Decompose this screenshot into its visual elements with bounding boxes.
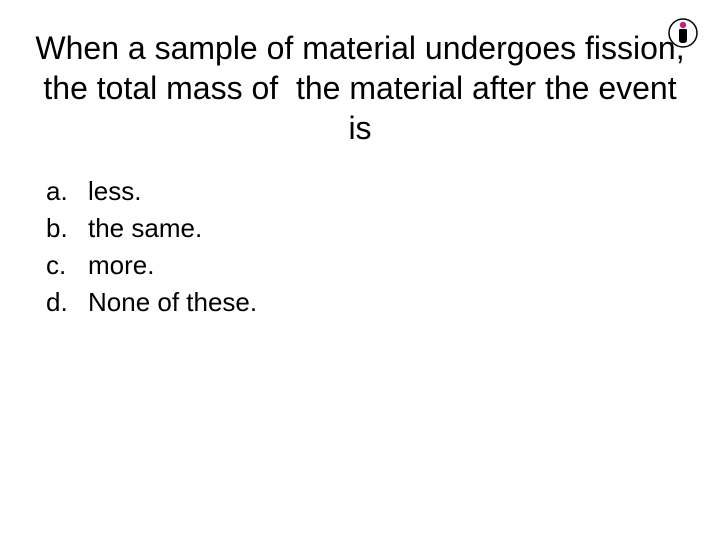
- option-label: a.: [46, 176, 88, 207]
- option-text: more.: [88, 250, 154, 281]
- option-text: the same.: [88, 213, 202, 244]
- question-text: When a sample of material undergoes fiss…: [30, 28, 690, 148]
- option-b[interactable]: b. the same.: [46, 213, 720, 244]
- clicker-logo-icon: [668, 18, 698, 48]
- option-d[interactable]: d. None of these.: [46, 287, 720, 318]
- question-container: When a sample of material undergoes fiss…: [0, 0, 720, 148]
- option-text: less.: [88, 176, 141, 207]
- option-c[interactable]: c. more.: [46, 250, 720, 281]
- option-label: c.: [46, 250, 88, 281]
- options-list: a. less. b. the same. c. more. d. None o…: [0, 148, 720, 318]
- option-text: None of these.: [88, 287, 257, 318]
- option-label: b.: [46, 213, 88, 244]
- option-label: d.: [46, 287, 88, 318]
- option-a[interactable]: a. less.: [46, 176, 720, 207]
